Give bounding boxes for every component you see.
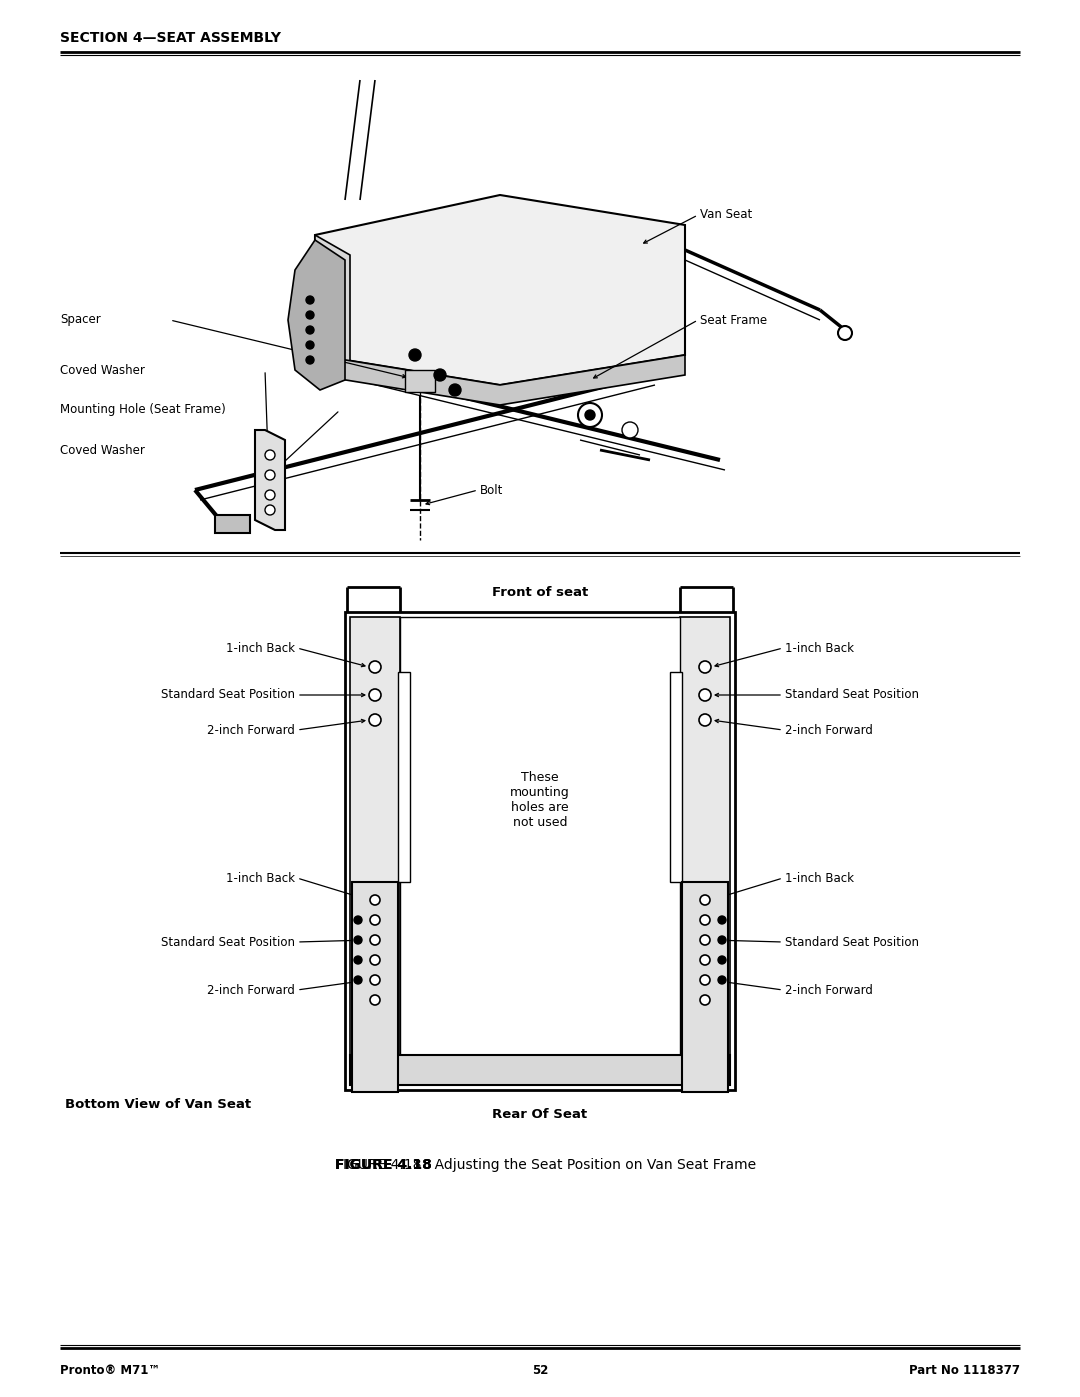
Circle shape <box>306 341 314 349</box>
Text: Standard Seat Position: Standard Seat Position <box>161 936 295 949</box>
Text: Coved Washer: Coved Washer <box>60 363 145 377</box>
Circle shape <box>700 956 710 965</box>
Bar <box>670 672 681 882</box>
Bar <box>350 617 400 1055</box>
Circle shape <box>265 450 275 460</box>
Circle shape <box>351 1058 375 1083</box>
Text: Standard Seat Position: Standard Seat Position <box>785 936 919 949</box>
Text: FIGURE 4.18   Adjusting the Seat Position on Van Seat Frame: FIGURE 4.18 Adjusting the Seat Position … <box>335 1158 756 1172</box>
Circle shape <box>700 975 710 985</box>
Text: Standard Seat Position: Standard Seat Position <box>785 689 919 701</box>
Text: 1-inch Back: 1-inch Back <box>785 641 854 655</box>
Bar <box>681 882 728 1092</box>
Polygon shape <box>315 196 685 386</box>
Text: Van Seat: Van Seat <box>700 208 753 222</box>
Circle shape <box>354 956 362 964</box>
Text: Standard Seat Position: Standard Seat Position <box>161 689 295 701</box>
Polygon shape <box>288 240 345 390</box>
Circle shape <box>306 312 314 319</box>
Circle shape <box>369 661 381 673</box>
Text: Spacer: Spacer <box>60 313 100 327</box>
Text: Pronto® M71™: Pronto® M71™ <box>60 1363 160 1376</box>
Text: Part No 1118377: Part No 1118377 <box>909 1363 1020 1376</box>
Text: 1-inch Back: 1-inch Back <box>226 641 295 655</box>
Circle shape <box>700 995 710 1004</box>
Circle shape <box>578 402 602 427</box>
Bar <box>680 617 730 1055</box>
Text: Coved Washer: Coved Washer <box>60 443 145 457</box>
Circle shape <box>370 956 380 965</box>
Text: 2-inch Forward: 2-inch Forward <box>207 724 295 736</box>
Text: These
mounting
holes are
not used: These mounting holes are not used <box>510 771 570 828</box>
Bar <box>352 882 399 1092</box>
Circle shape <box>370 975 380 985</box>
Text: Bottom View of Van Seat: Bottom View of Van Seat <box>65 1098 252 1112</box>
Text: 1-inch Back: 1-inch Back <box>226 872 295 884</box>
Circle shape <box>699 714 711 726</box>
Circle shape <box>370 935 380 944</box>
Bar <box>400 617 680 1055</box>
Text: 2-inch Forward: 2-inch Forward <box>207 983 295 996</box>
Circle shape <box>370 995 380 1004</box>
Circle shape <box>838 326 852 339</box>
Circle shape <box>700 935 710 944</box>
Text: Seat Frame: Seat Frame <box>700 313 767 327</box>
Bar <box>345 612 735 1090</box>
Circle shape <box>718 956 726 964</box>
Text: FIGURE 4.18: FIGURE 4.18 <box>335 1158 432 1172</box>
Text: 2-inch Forward: 2-inch Forward <box>785 983 873 996</box>
Circle shape <box>265 504 275 515</box>
Text: 2-inch Forward: 2-inch Forward <box>785 724 873 736</box>
Text: Mounting Hole (Seat Frame): Mounting Hole (Seat Frame) <box>60 404 226 416</box>
Circle shape <box>700 895 710 905</box>
Bar <box>215 515 249 534</box>
Circle shape <box>449 384 461 395</box>
Circle shape <box>370 915 380 925</box>
Circle shape <box>409 349 421 360</box>
Circle shape <box>705 1058 729 1083</box>
Circle shape <box>306 296 314 305</box>
Text: FIGURE 4.18: FIGURE 4.18 <box>335 1158 432 1172</box>
Circle shape <box>306 356 314 365</box>
Bar <box>405 370 435 393</box>
Text: SECTION 4—SEAT ASSEMBLY: SECTION 4—SEAT ASSEMBLY <box>60 31 281 45</box>
Circle shape <box>585 409 595 420</box>
Circle shape <box>622 422 638 439</box>
Polygon shape <box>315 235 350 374</box>
Circle shape <box>354 936 362 944</box>
Circle shape <box>700 915 710 925</box>
Circle shape <box>306 326 314 334</box>
Circle shape <box>718 977 726 983</box>
Circle shape <box>370 895 380 905</box>
Bar <box>350 1055 730 1085</box>
Polygon shape <box>255 430 285 529</box>
Circle shape <box>369 689 381 701</box>
Circle shape <box>369 714 381 726</box>
Bar <box>399 672 410 882</box>
Circle shape <box>718 936 726 944</box>
Circle shape <box>265 469 275 481</box>
Circle shape <box>699 689 711 701</box>
Circle shape <box>354 977 362 983</box>
Circle shape <box>354 916 362 923</box>
Polygon shape <box>315 355 685 405</box>
Circle shape <box>699 661 711 673</box>
Text: Front of seat: Front of seat <box>491 585 589 598</box>
Text: 52: 52 <box>531 1363 549 1376</box>
Text: Bolt: Bolt <box>480 483 503 496</box>
Text: Rear Of Seat: Rear Of Seat <box>492 1108 588 1122</box>
Circle shape <box>718 916 726 923</box>
Circle shape <box>434 369 446 381</box>
Text: 1-inch Back: 1-inch Back <box>785 872 854 884</box>
Circle shape <box>265 490 275 500</box>
